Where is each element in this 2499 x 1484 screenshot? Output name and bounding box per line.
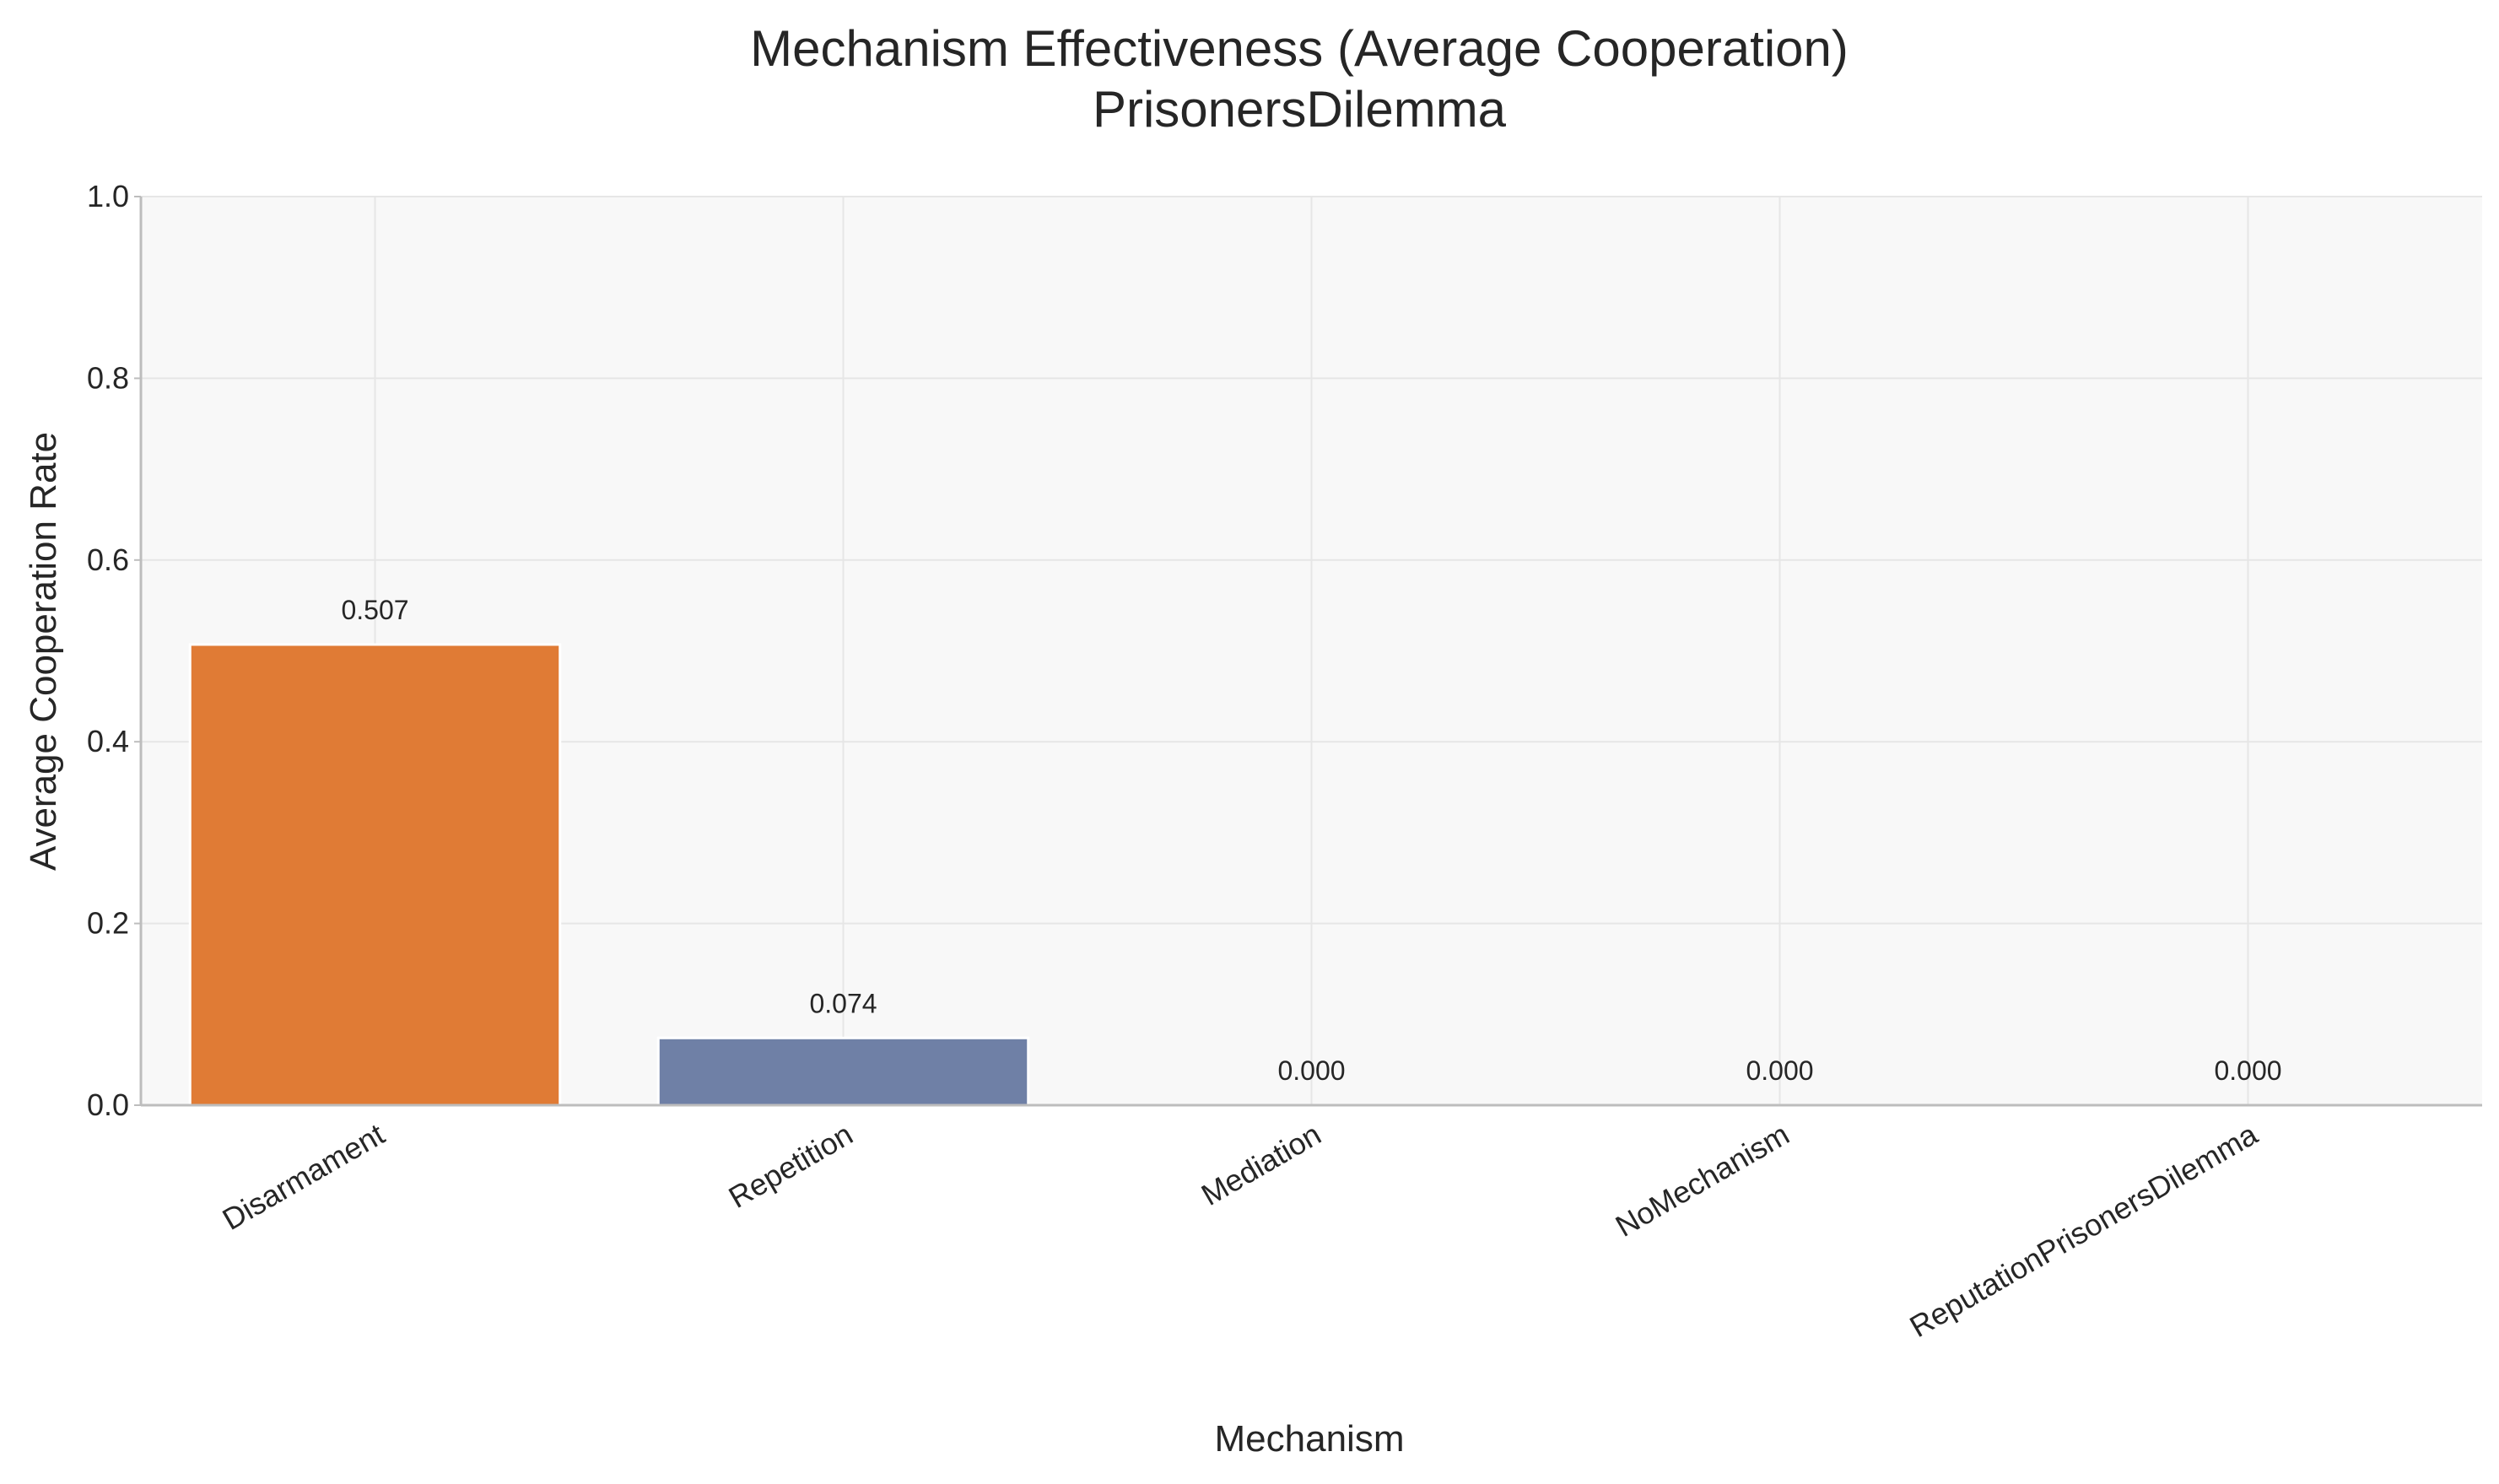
bars bbox=[188, 643, 1030, 1107]
bar-value-label: 0.000 bbox=[1746, 1055, 1813, 1086]
y-tick-label: 0.6 bbox=[87, 542, 129, 577]
x-axis-title: Mechanism bbox=[1215, 1418, 1405, 1460]
bar-disarmament bbox=[188, 643, 562, 1107]
chart-subtitle: PrisonersDilemma bbox=[1093, 81, 1507, 138]
axes bbox=[134, 196, 2482, 1107]
bar-repetition bbox=[656, 1036, 1030, 1107]
bar-value-label: 0.507 bbox=[341, 595, 408, 625]
y-axis-title: Average Cooperation Rate bbox=[23, 432, 64, 871]
bar-value-label: 0.074 bbox=[809, 988, 877, 1018]
bar-value-label: 0.000 bbox=[1277, 1055, 1345, 1086]
y-tick-label: 0.0 bbox=[87, 1087, 129, 1122]
y-tick-label: 0.8 bbox=[87, 360, 129, 395]
y-tick-label: 1.0 bbox=[87, 179, 129, 213]
y-tick-label: 0.4 bbox=[87, 724, 129, 758]
chart-title: Mechanism Effectiveness (Average Coopera… bbox=[750, 20, 1849, 77]
y-tick-label: 0.2 bbox=[87, 906, 129, 941]
bar-value-label: 0.000 bbox=[2214, 1055, 2281, 1086]
